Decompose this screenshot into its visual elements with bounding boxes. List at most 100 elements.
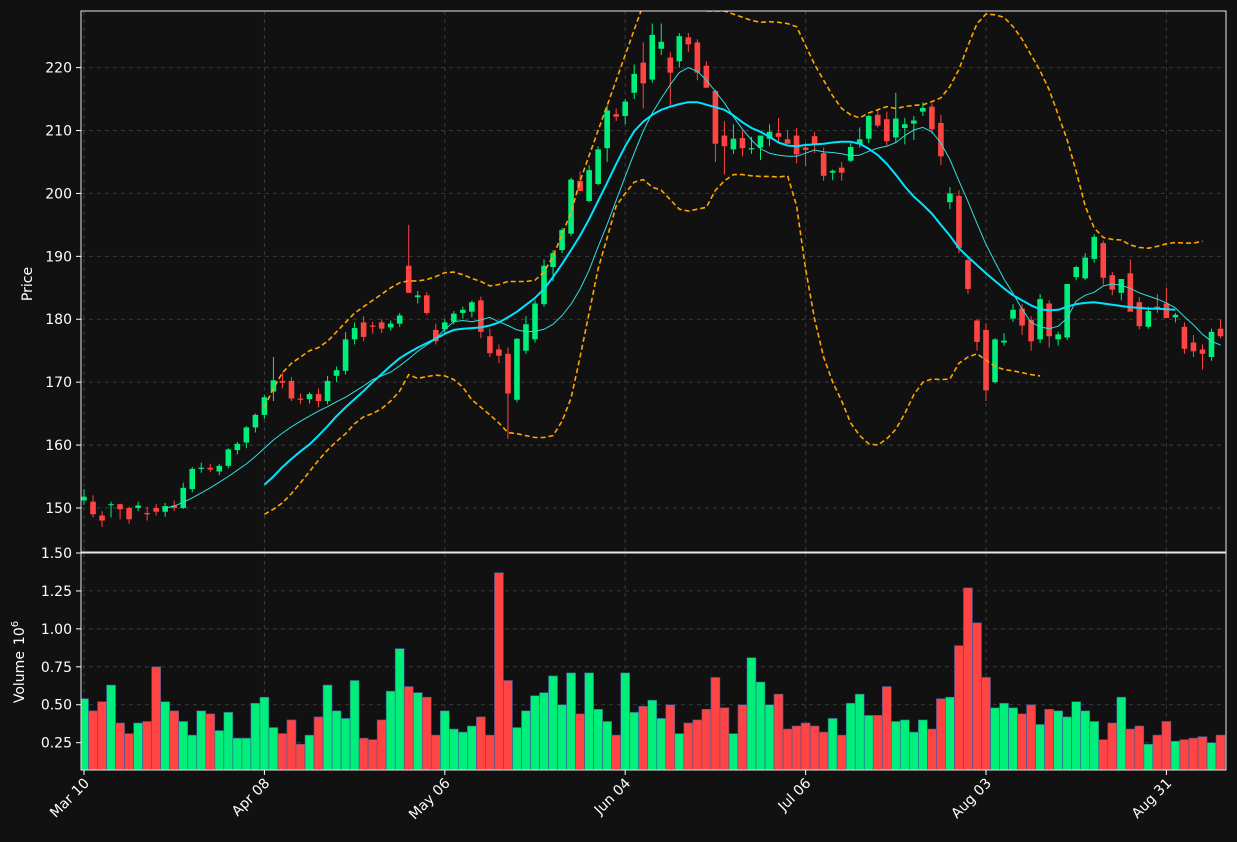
price-grid	[81, 11, 1226, 552]
volume-bar	[719, 707, 730, 770]
candle-body	[893, 118, 899, 138]
volume-bar	[1170, 740, 1181, 770]
candle-body	[1100, 243, 1107, 278]
volume-bar	[1026, 704, 1036, 770]
candle-body	[1154, 306, 1161, 308]
volume-bar	[746, 657, 757, 770]
volume-bar	[286, 719, 297, 770]
candle-body	[514, 338, 520, 400]
price-axis: 150 160 170 180 190 200 210 220	[45, 61, 81, 517]
volume-bar	[485, 734, 495, 770]
volume-bar	[476, 716, 486, 770]
volume-bar	[863, 715, 874, 770]
volume-bar	[647, 699, 658, 770]
candle-body	[387, 323, 394, 328]
candle-body	[757, 135, 764, 148]
volume-bar	[467, 725, 477, 770]
volume-bar	[250, 702, 261, 770]
candle-body	[1010, 309, 1016, 319]
volume-bar	[277, 733, 288, 770]
volume-bar	[494, 572, 504, 770]
candle-body	[117, 504, 123, 510]
volume-bar	[187, 734, 198, 770]
candle-body	[775, 133, 782, 137]
volume-bar	[945, 696, 955, 770]
candle-body	[189, 468, 196, 490]
candle-body	[108, 504, 114, 506]
volume-bar	[530, 695, 540, 770]
volume-bar	[521, 710, 531, 770]
volume-bar	[881, 686, 892, 770]
volume-bar	[412, 692, 423, 770]
volume-bar	[1134, 725, 1145, 770]
volume-bar	[1197, 736, 1208, 770]
candle-body	[351, 328, 358, 340]
candle-body	[451, 313, 457, 322]
candle-body	[505, 353, 511, 394]
candle-body	[568, 179, 574, 234]
candle-body	[865, 116, 872, 139]
volume-bar	[241, 737, 252, 770]
candle-body	[938, 122, 944, 157]
candle-body	[532, 303, 538, 340]
candle-body	[685, 37, 692, 45]
volume-bar	[268, 727, 279, 770]
candle-body	[631, 73, 638, 93]
candle-body	[1163, 303, 1170, 318]
candlesticks	[81, 23, 1224, 527]
candle-body	[712, 90, 719, 144]
volume-bar	[1116, 696, 1127, 770]
candle-body	[180, 487, 187, 508]
volume-tick-label: 1.50	[41, 546, 72, 562]
candle-body	[162, 506, 168, 512]
candle-body	[135, 505, 141, 508]
candle-body	[243, 427, 250, 443]
candle-body	[1073, 267, 1079, 278]
volume-bar	[322, 684, 333, 770]
candle-body	[279, 380, 286, 383]
volume-bar	[331, 710, 342, 770]
candle-body	[324, 380, 331, 402]
volume-bar	[656, 718, 667, 770]
candle-body	[1082, 257, 1089, 279]
candle-body	[1091, 236, 1098, 259]
volume-bar	[439, 710, 450, 770]
candle-body	[649, 34, 656, 80]
volume-bar	[1161, 721, 1172, 770]
volume-axis-label-text: Volume	[12, 651, 28, 703]
bollinger-upper-line	[263, 11, 1203, 408]
volume-bar	[999, 702, 1009, 770]
candle-body	[1055, 334, 1061, 340]
volume-bar	[972, 622, 982, 770]
candle-body	[694, 42, 701, 73]
volume-bar	[1089, 721, 1100, 770]
candle-body	[1127, 273, 1134, 312]
candle-body	[739, 138, 746, 149]
volume-bar	[566, 672, 576, 770]
candle-body	[216, 465, 223, 472]
candle-body	[225, 449, 232, 466]
volume-bar	[809, 725, 820, 770]
candle-body	[171, 505, 177, 508]
volume-bar	[394, 648, 405, 770]
volume-bar	[728, 733, 739, 770]
volume-bar	[548, 675, 558, 770]
candle-body	[315, 394, 322, 402]
moving-average-fast-line	[165, 67, 1221, 509]
volume-bar	[890, 721, 901, 770]
candle-body	[874, 114, 881, 126]
volume-bar	[611, 734, 621, 770]
volume-bar	[1053, 710, 1063, 770]
volume-bar	[710, 677, 721, 770]
volume-bar	[818, 731, 829, 770]
candle-body	[622, 101, 628, 117]
volume-bar	[178, 721, 189, 770]
candle-body	[1181, 326, 1188, 349]
volume-bar	[1179, 739, 1190, 770]
candle-body	[360, 322, 367, 337]
candle-body	[369, 325, 376, 327]
price-axis-label: Price	[20, 267, 36, 301]
candle-body	[559, 229, 565, 251]
candle-body	[703, 65, 710, 88]
